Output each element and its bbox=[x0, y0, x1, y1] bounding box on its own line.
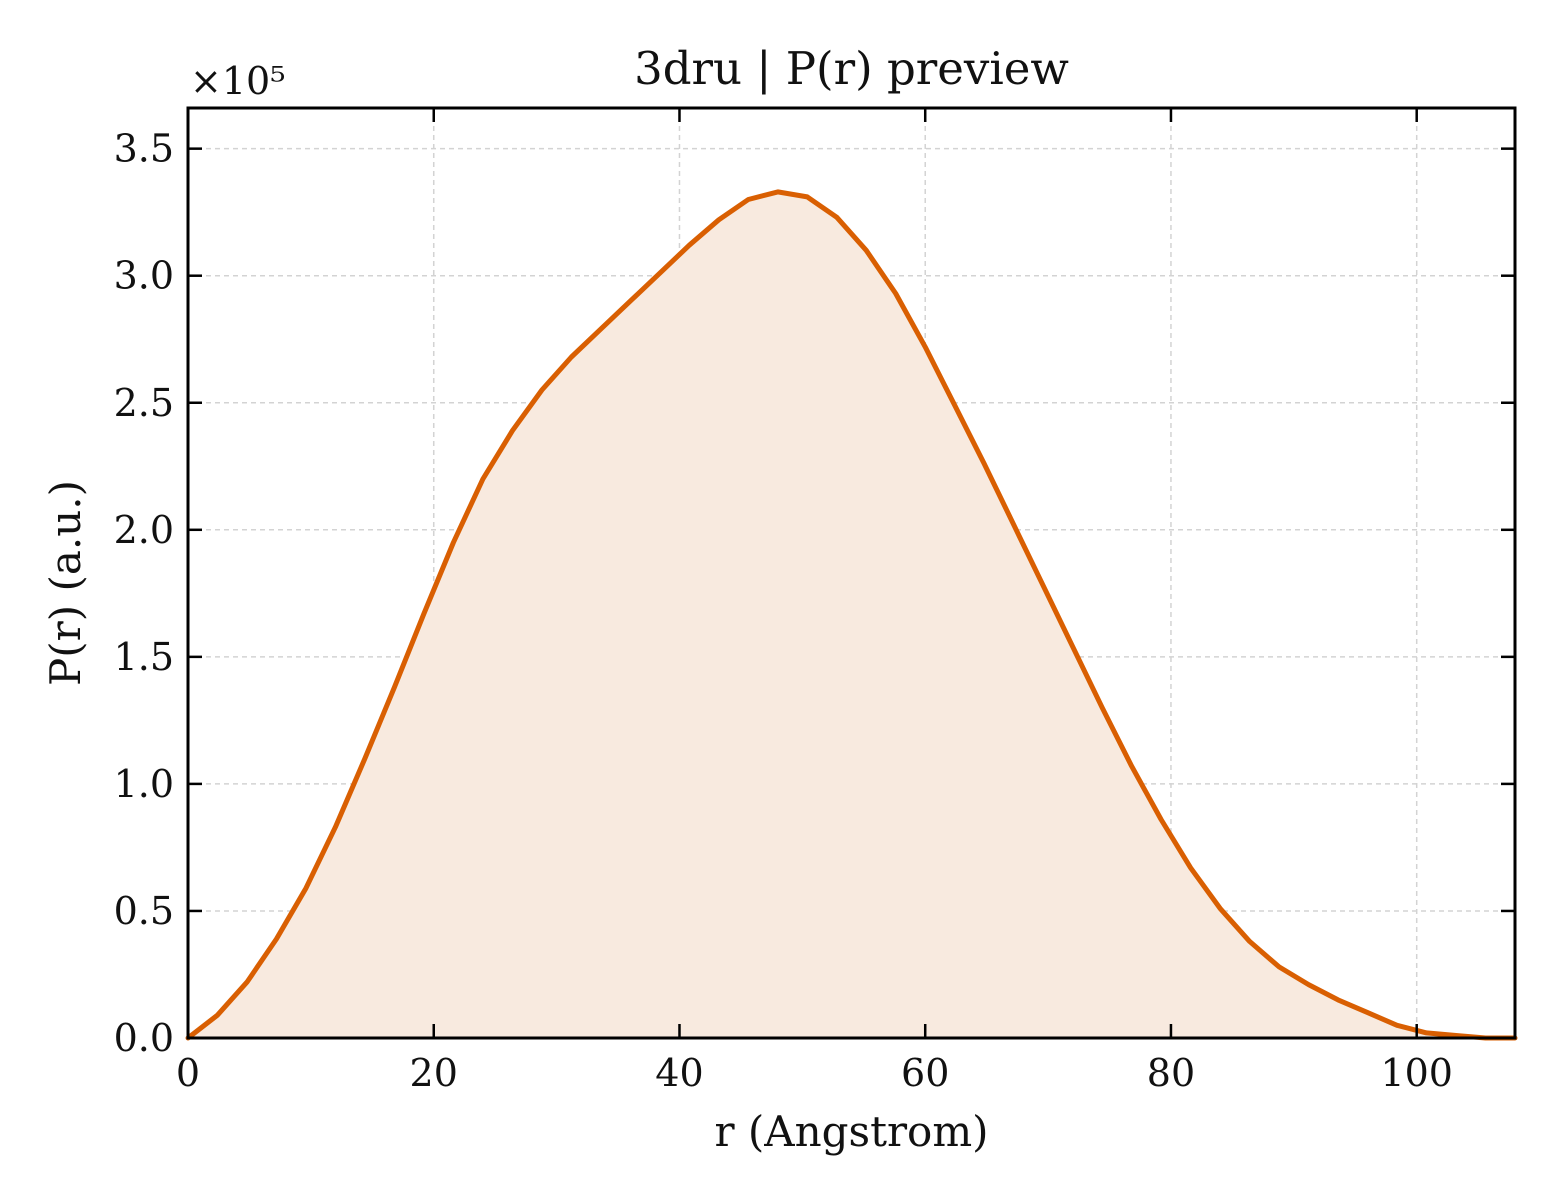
y-tick-label-1: 0.5 bbox=[114, 889, 174, 933]
y-tick-label-5: 2.5 bbox=[114, 381, 174, 425]
tick-labels: 0 20 40 60 80 100 0.0 0.5 1.0 1.5 2.0 2.5 3.0 3.5 bbox=[114, 127, 1453, 1095]
series-line bbox=[185, 189, 1518, 1041]
x-tick-label-2: 40 bbox=[655, 1051, 703, 1095]
axis-ticks bbox=[186, 108, 1515, 1040]
y-tick-label-6: 3.0 bbox=[114, 254, 174, 298]
y-tick-label-4: 2.0 bbox=[114, 508, 174, 552]
x-tick-label-1: 20 bbox=[410, 1051, 458, 1095]
x-axis-label: r (Angstrom) bbox=[714, 1107, 988, 1156]
x-tick-label-5: 100 bbox=[1380, 1051, 1453, 1095]
plot-frame bbox=[186, 106, 1517, 1040]
chart-title: 3dru | P(r) preview bbox=[634, 42, 1069, 95]
y-tick-label-7: 3.5 bbox=[114, 127, 174, 171]
x-tick-label-4: 80 bbox=[1147, 1051, 1195, 1095]
y-tick-label-2: 1.0 bbox=[114, 762, 174, 806]
y-tick-label-3: 1.5 bbox=[114, 635, 174, 679]
y-tick-label-0: 0.0 bbox=[114, 1016, 174, 1060]
y-axis-label: P(r) (a.u.) bbox=[41, 480, 90, 686]
series-area bbox=[188, 191, 1515, 1038]
x-tick-label-0: 0 bbox=[176, 1051, 200, 1095]
x-tick-label-3: 60 bbox=[901, 1051, 949, 1095]
y-axis-multiplier: ×10⁵ bbox=[190, 59, 285, 103]
